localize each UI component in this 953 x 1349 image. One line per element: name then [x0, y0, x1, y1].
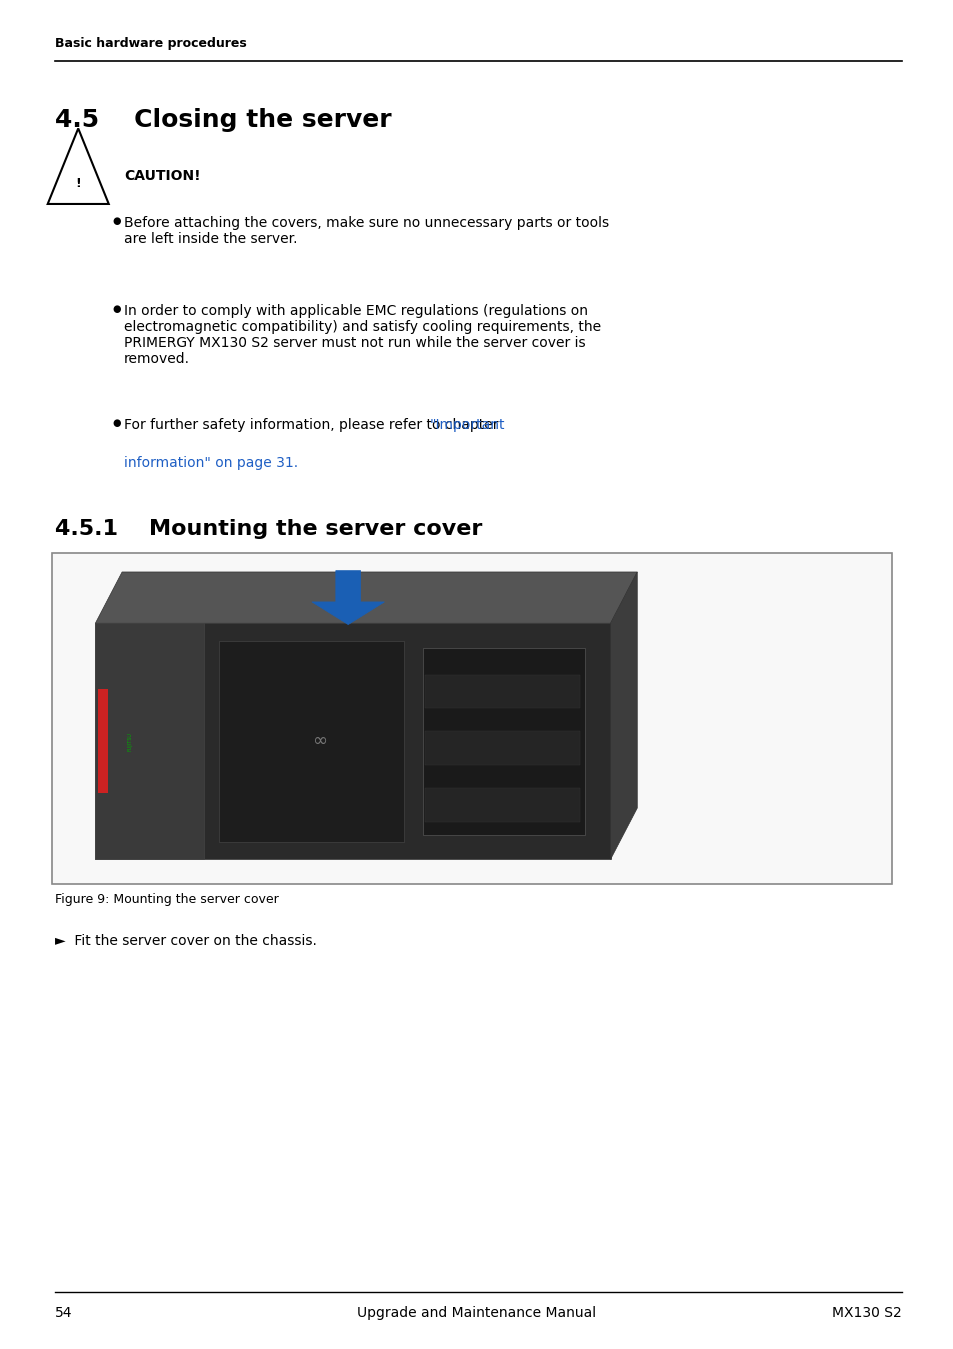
Text: FUJITSU: FUJITSU [127, 733, 132, 750]
FancyBboxPatch shape [95, 623, 610, 859]
Text: ●: ● [112, 304, 121, 313]
Text: Upgrade and Maintenance Manual: Upgrade and Maintenance Manual [357, 1306, 596, 1319]
FancyBboxPatch shape [425, 674, 579, 708]
FancyBboxPatch shape [422, 648, 584, 835]
Polygon shape [312, 571, 384, 625]
Text: !: ! [75, 177, 81, 190]
Text: 4.5    Closing the server: 4.5 Closing the server [55, 108, 392, 132]
Text: "Important: "Important [429, 418, 504, 432]
Text: Basic hardware procedures: Basic hardware procedures [55, 36, 247, 50]
Text: Before attaching the covers, make sure no unnecessary parts or tools
are left in: Before attaching the covers, make sure n… [124, 216, 609, 246]
FancyBboxPatch shape [98, 689, 108, 793]
Text: In order to comply with applicable EMC regulations (regulations on
electromagnet: In order to comply with applicable EMC r… [124, 304, 600, 366]
FancyBboxPatch shape [425, 731, 579, 765]
Polygon shape [95, 572, 637, 623]
Polygon shape [610, 572, 637, 859]
FancyBboxPatch shape [219, 641, 404, 842]
FancyBboxPatch shape [425, 788, 579, 822]
Text: ∞: ∞ [312, 733, 327, 750]
Text: ►  Fit the server cover on the chassis.: ► Fit the server cover on the chassis. [55, 934, 317, 947]
Text: information" on page 31.: information" on page 31. [124, 456, 298, 469]
Text: CAUTION!: CAUTION! [124, 169, 200, 182]
Text: ●: ● [112, 216, 121, 225]
FancyBboxPatch shape [52, 553, 891, 884]
Text: ●: ● [112, 418, 121, 428]
Text: 4.5.1    Mounting the server cover: 4.5.1 Mounting the server cover [55, 519, 482, 540]
Text: Figure 9: Mounting the server cover: Figure 9: Mounting the server cover [55, 893, 279, 907]
Text: MX130 S2: MX130 S2 [831, 1306, 901, 1319]
FancyBboxPatch shape [95, 623, 203, 859]
Text: For further safety information, please refer to chapter: For further safety information, please r… [124, 418, 502, 432]
Text: 54: 54 [55, 1306, 72, 1319]
